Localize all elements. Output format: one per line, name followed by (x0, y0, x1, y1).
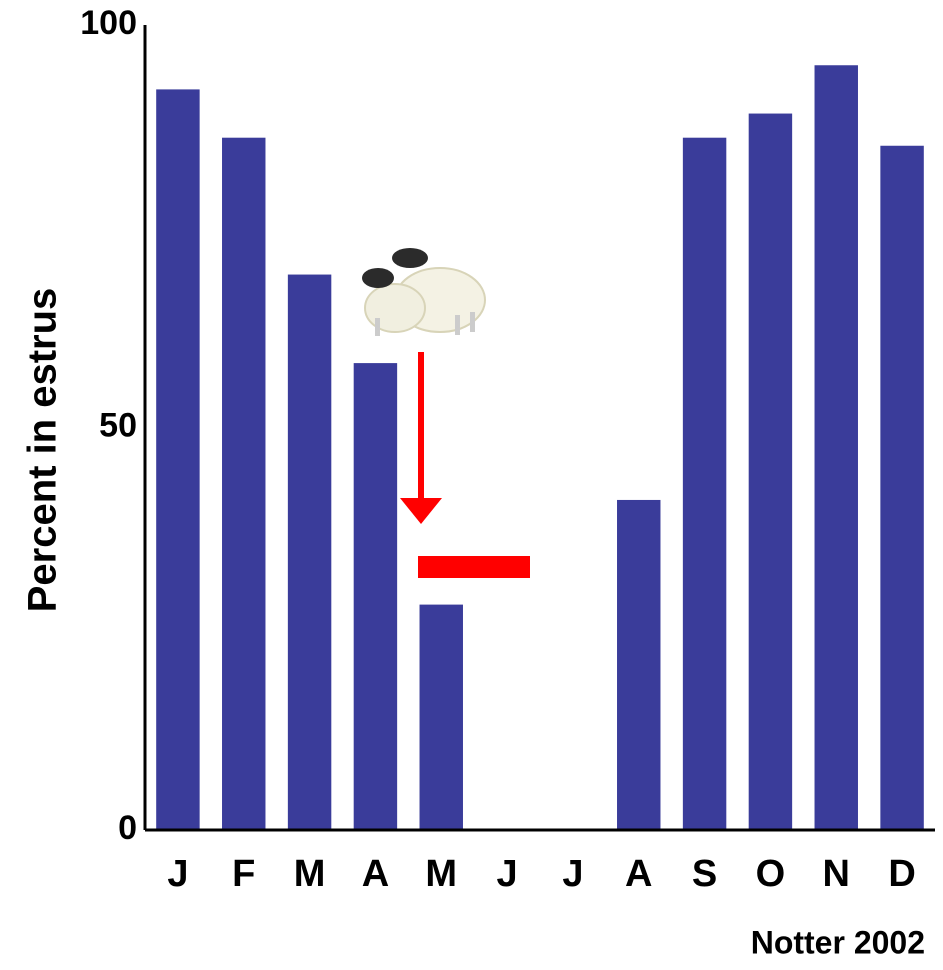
bar (880, 146, 923, 830)
sheep-illustration (362, 248, 485, 336)
bar (815, 65, 858, 830)
annotation-bar (418, 556, 530, 578)
page: Percent in estrus Notter 2002 050100JFMA… (0, 0, 943, 970)
y-tick-label: 100 (80, 4, 137, 42)
x-tick-label: S (692, 853, 717, 895)
x-tick-label: J (562, 853, 583, 895)
y-tick-label: 0 (118, 809, 137, 847)
x-tick-label: O (756, 853, 786, 895)
chart: Percent in estrus Notter 2002 050100JFMA… (0, 0, 943, 970)
x-tick-label: J (167, 853, 188, 895)
x-tick-label: A (625, 853, 652, 895)
bar (617, 500, 660, 830)
bar (354, 363, 397, 830)
y-axis-label: Percent in estrus (21, 288, 65, 613)
x-tick-label: N (823, 853, 850, 895)
x-tick-label: M (425, 853, 457, 895)
x-tick-label: J (497, 853, 518, 895)
source: Notter 2002 (751, 924, 925, 960)
y-tick-label: 50 (99, 406, 137, 444)
x-tick-label: M (294, 853, 326, 895)
bar (222, 138, 265, 830)
x-tick-label: A (362, 853, 389, 895)
bar (156, 89, 199, 830)
x-tick-label: F (232, 853, 255, 895)
bar (749, 114, 792, 830)
annotation-arrow (400, 352, 442, 524)
bar (420, 605, 463, 830)
bar (683, 138, 726, 830)
x-tick-label: D (888, 853, 915, 895)
bar (288, 275, 331, 830)
